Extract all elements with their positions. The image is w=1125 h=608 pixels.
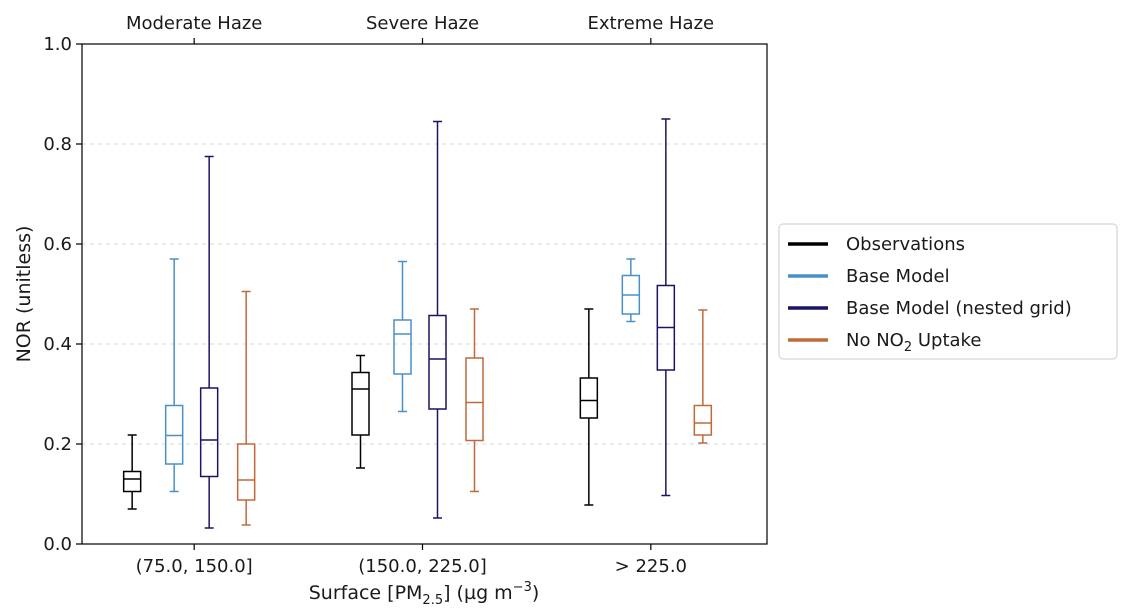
box-2-1 [164,258,184,493]
y-tick-label: 0.0 [43,534,72,555]
axis-layer: 0.0 0.2 0.4 0.6 0.8 1.0 (75.0, 150.0] Moderate … [43,13,714,577]
y-tick-label: 0.6 [43,234,72,255]
iqr-box [199,387,219,478]
box-layer [122,118,713,529]
box-2-2 [393,260,412,413]
plot-frame [81,43,768,545]
legend-label: Base Model (nested grid) [846,298,1072,319]
box-2-3 [621,258,641,323]
legend-label: Observations [846,234,965,255]
box-4-1 [236,290,256,526]
legend-entries: Observations Base Model Base Model (nested… [788,234,1072,355]
top-category-label: Severe Haze [366,13,479,34]
box-3-1 [199,155,219,529]
x-tick-label: > 225.0 [615,556,687,577]
box-1-1 [122,434,142,510]
box-3-2 [428,120,447,519]
legend-frame [778,223,1118,360]
top-category-label: Extreme Haze [588,13,715,34]
iqr-box [393,319,412,375]
y-axis-title: NOR (unitless) [13,226,35,363]
x-tick-label: (150.0, 225.0] [358,556,487,577]
iqr-box [579,377,599,419]
legend: Observations Base Model Base Model (nested… [778,223,1118,360]
box-4-2 [465,308,484,493]
iqr-box [236,443,256,501]
box-3-3 [656,118,676,497]
iqr-box [122,470,142,493]
iqr-box [428,314,447,410]
x-tick-label: (75.0, 150.0] [136,556,253,577]
iqr-box [351,371,370,436]
iqr-box [693,404,713,436]
box-1-2 [351,354,370,469]
y-tick-label: 0.8 [43,134,72,155]
legend-label: Base Model [846,266,950,287]
y-tick-label: 0.4 [43,334,72,355]
top-category-label: Moderate Haze [126,13,262,34]
iqr-box [465,357,484,442]
box-4-3 [693,309,713,444]
y-tick-label: 0.2 [43,434,72,455]
box-1-3 [579,308,599,506]
legend-label: No NO2 Uptake [846,330,981,355]
grid-lines [82,143,767,445]
y-tick-label: 1.0 [43,34,72,55]
x-axis-title: Surface [PM2.5] (µg m−3) [309,580,540,608]
